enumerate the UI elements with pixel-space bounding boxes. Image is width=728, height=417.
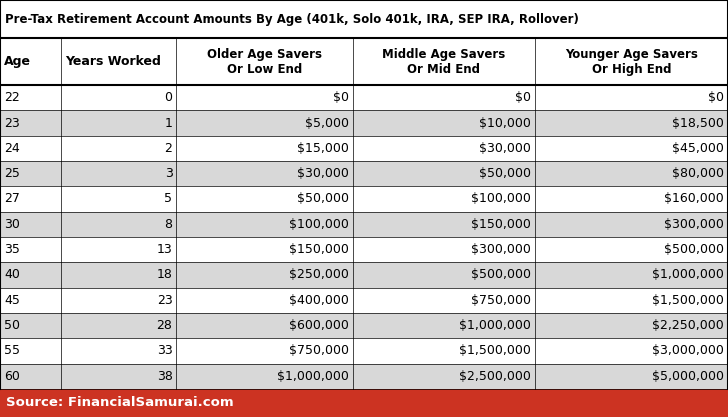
Text: $150,000: $150,000 — [471, 218, 531, 231]
Text: 60: 60 — [4, 370, 20, 383]
Text: Source: FinancialSamurai.com: Source: FinancialSamurai.com — [6, 397, 234, 409]
Bar — [0, 262, 728, 288]
Text: 40: 40 — [4, 269, 20, 281]
Bar — [0, 136, 728, 161]
Text: $100,000: $100,000 — [289, 218, 349, 231]
Text: 27: 27 — [4, 193, 20, 206]
Text: $15,000: $15,000 — [297, 142, 349, 155]
Bar — [0, 212, 728, 237]
Text: $5,000,000: $5,000,000 — [652, 370, 724, 383]
Text: $1,000,000: $1,000,000 — [459, 319, 531, 332]
Text: $18,500: $18,500 — [672, 116, 724, 130]
Text: 23: 23 — [157, 294, 173, 307]
Bar — [0, 111, 728, 136]
Text: 30: 30 — [4, 218, 20, 231]
Text: 8: 8 — [165, 218, 173, 231]
Text: 33: 33 — [157, 344, 173, 357]
Text: $0: $0 — [708, 91, 724, 104]
Text: 28: 28 — [157, 319, 173, 332]
Text: $500,000: $500,000 — [471, 269, 531, 281]
Text: Age: Age — [4, 55, 31, 68]
Bar — [0, 85, 728, 111]
Text: Pre-Tax Retirement Account Amounts By Age (401k, Solo 401k, IRA, SEP IRA, Rollov: Pre-Tax Retirement Account Amounts By Ag… — [5, 13, 579, 25]
Text: $5,000: $5,000 — [305, 116, 349, 130]
Bar — [0, 389, 728, 417]
Text: 5: 5 — [165, 193, 173, 206]
Text: $300,000: $300,000 — [471, 243, 531, 256]
Text: $3,000,000: $3,000,000 — [652, 344, 724, 357]
Text: $80,000: $80,000 — [672, 167, 724, 180]
Text: Older Age Savers
Or Low End: Older Age Savers Or Low End — [207, 48, 323, 75]
Text: $1,500,000: $1,500,000 — [459, 344, 531, 357]
Text: $750,000: $750,000 — [471, 294, 531, 307]
Bar — [0, 338, 728, 364]
Text: $100,000: $100,000 — [471, 193, 531, 206]
Text: $150,000: $150,000 — [289, 243, 349, 256]
Text: $50,000: $50,000 — [297, 193, 349, 206]
Text: $50,000: $50,000 — [479, 167, 531, 180]
Text: 45: 45 — [4, 294, 20, 307]
Text: 35: 35 — [4, 243, 20, 256]
Bar — [0, 186, 728, 212]
Text: $400,000: $400,000 — [289, 294, 349, 307]
Text: 23: 23 — [4, 116, 20, 130]
Text: $500,000: $500,000 — [664, 243, 724, 256]
Bar — [0, 288, 728, 313]
Text: $1,500,000: $1,500,000 — [652, 294, 724, 307]
Text: 13: 13 — [157, 243, 173, 256]
Text: 2: 2 — [165, 142, 173, 155]
Text: $30,000: $30,000 — [297, 167, 349, 180]
Text: $30,000: $30,000 — [479, 142, 531, 155]
Bar — [0, 0, 728, 38]
Text: $2,500,000: $2,500,000 — [459, 370, 531, 383]
Bar — [0, 313, 728, 338]
Text: $0: $0 — [515, 91, 531, 104]
Text: 3: 3 — [165, 167, 173, 180]
Text: $45,000: $45,000 — [672, 142, 724, 155]
Text: $160,000: $160,000 — [664, 193, 724, 206]
Bar — [0, 364, 728, 389]
Text: 1: 1 — [165, 116, 173, 130]
Text: $1,000,000: $1,000,000 — [652, 269, 724, 281]
Text: $2,250,000: $2,250,000 — [652, 319, 724, 332]
Text: Years Worked: Years Worked — [65, 55, 161, 68]
Bar — [0, 237, 728, 262]
Bar — [0, 161, 728, 186]
Text: 24: 24 — [4, 142, 20, 155]
Text: 50: 50 — [4, 319, 20, 332]
Text: $300,000: $300,000 — [664, 218, 724, 231]
Text: $10,000: $10,000 — [479, 116, 531, 130]
Text: $250,000: $250,000 — [289, 269, 349, 281]
Text: 18: 18 — [157, 269, 173, 281]
Text: 55: 55 — [4, 344, 20, 357]
Text: 25: 25 — [4, 167, 20, 180]
Bar — [0, 38, 728, 85]
Text: $750,000: $750,000 — [289, 344, 349, 357]
Text: $0: $0 — [333, 91, 349, 104]
Text: $1,000,000: $1,000,000 — [277, 370, 349, 383]
Text: 0: 0 — [165, 91, 173, 104]
Text: Younger Age Savers
Or High End: Younger Age Savers Or High End — [565, 48, 698, 75]
Text: Middle Age Savers
Or Mid End: Middle Age Savers Or Mid End — [382, 48, 505, 75]
Text: 38: 38 — [157, 370, 173, 383]
Text: $600,000: $600,000 — [289, 319, 349, 332]
Text: 22: 22 — [4, 91, 20, 104]
